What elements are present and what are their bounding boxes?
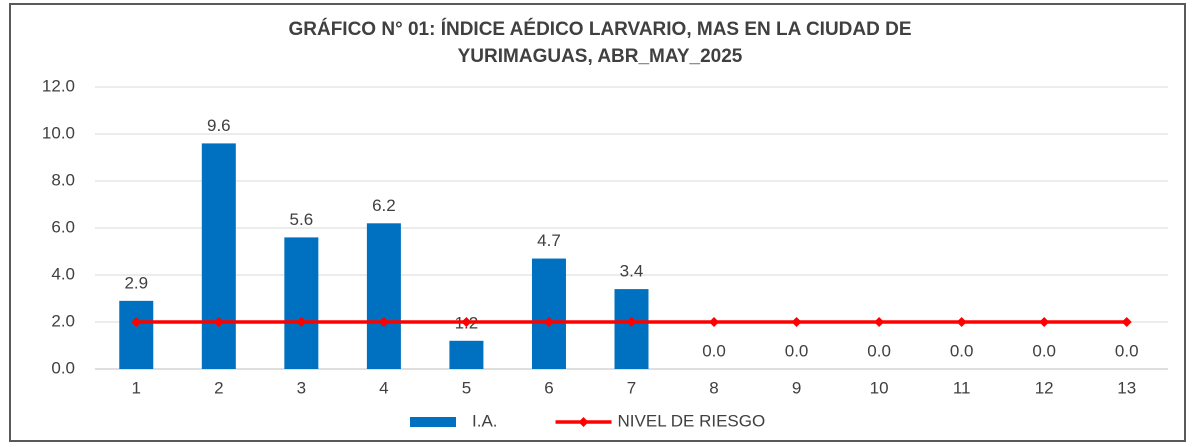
line-marker xyxy=(213,317,224,327)
data-label: 6.2 xyxy=(372,196,396,215)
chart-frame xyxy=(9,3,1186,442)
x-tick-label: 7 xyxy=(627,378,636,397)
x-tick-label: 13 xyxy=(1117,378,1136,397)
bar xyxy=(284,237,319,369)
y-tick-label: 8.0 xyxy=(51,170,75,189)
x-tick-label: 4 xyxy=(379,378,388,397)
line-marker xyxy=(461,317,472,327)
line-marker xyxy=(709,317,720,327)
line-marker xyxy=(956,317,967,327)
bar xyxy=(119,300,154,369)
bar xyxy=(366,223,401,369)
y-tick-label: 12.0 xyxy=(42,76,75,95)
legend-label: I.A. xyxy=(472,411,498,430)
data-label: 0.0 xyxy=(785,341,809,360)
line-marker xyxy=(543,317,554,327)
data-label: 0.0 xyxy=(1115,341,1139,360)
bar xyxy=(614,289,649,369)
x-tick-label: 2 xyxy=(214,378,223,397)
line-marker xyxy=(791,317,802,327)
data-label: 0.0 xyxy=(702,341,726,360)
x-tick-label: 3 xyxy=(297,378,306,397)
data-label: 9.6 xyxy=(207,116,231,135)
line-marker xyxy=(1121,317,1132,327)
line-marker xyxy=(874,317,885,327)
y-tick-label: 10.0 xyxy=(42,123,75,142)
data-label: 0.0 xyxy=(867,341,891,360)
y-tick-label: 4.0 xyxy=(51,264,75,283)
legend-label: NIVEL DE RIESGO xyxy=(618,411,766,430)
chart-title: GRÁFICO N° 01: ÍNDICE AÉDICO LARVARIO, M… xyxy=(288,18,911,40)
data-label: 0.0 xyxy=(950,341,974,360)
y-tick-label: 0.0 xyxy=(51,358,75,377)
data-label: 4.7 xyxy=(537,231,561,250)
legend-swatch xyxy=(578,417,589,427)
line-marker xyxy=(296,317,307,327)
y-tick-label: 6.0 xyxy=(51,217,75,236)
chart-title: YURIMAGUAS, ABR_MAY_2025 xyxy=(458,46,743,67)
x-tick-label: 8 xyxy=(709,378,718,397)
legend-swatch xyxy=(410,417,456,427)
x-tick-label: 1 xyxy=(132,378,141,397)
y-tick-label: 2.0 xyxy=(51,311,75,330)
bar xyxy=(449,340,484,369)
data-label: 5.6 xyxy=(290,210,314,229)
data-label: 0.0 xyxy=(1032,341,1056,360)
line-marker xyxy=(131,317,142,327)
x-tick-label: 12 xyxy=(1035,378,1054,397)
data-label: 3.4 xyxy=(620,262,644,281)
x-tick-label: 9 xyxy=(792,378,801,397)
x-tick-label: 11 xyxy=(953,378,971,397)
line-marker xyxy=(1039,317,1050,327)
x-tick-label: 6 xyxy=(544,378,553,397)
x-tick-label: 5 xyxy=(462,378,471,397)
bar xyxy=(201,143,236,369)
bar xyxy=(531,258,566,369)
line-marker xyxy=(378,317,389,327)
line-marker xyxy=(626,317,637,327)
data-label: 2.9 xyxy=(124,273,148,292)
x-tick-label: 10 xyxy=(870,378,889,397)
